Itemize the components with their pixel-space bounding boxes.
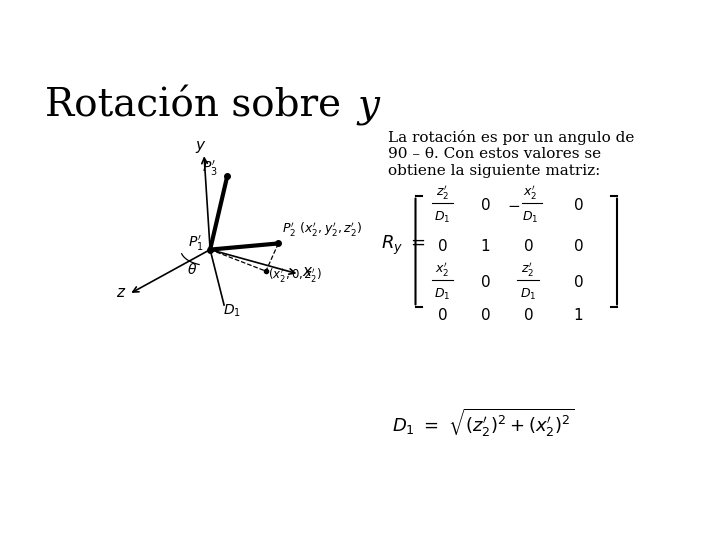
Text: $(x_2', 0, z_2')$: $(x_2', 0, z_2')$	[269, 266, 323, 285]
Text: $D_1$: $D_1$	[434, 287, 451, 302]
Text: $0$: $0$	[437, 307, 448, 323]
Text: $0$: $0$	[523, 307, 534, 323]
Text: $y$: $y$	[194, 139, 206, 156]
Text: $P_1'$: $P_1'$	[189, 233, 204, 253]
Text: Rotación sobre: Rotación sobre	[45, 88, 354, 125]
Text: $D_1$: $D_1$	[522, 210, 539, 225]
Text: $D_1$: $D_1$	[222, 303, 240, 320]
Text: $1$: $1$	[480, 238, 490, 254]
Text: $x_2'$: $x_2'$	[436, 260, 450, 278]
Text: $D_1$: $D_1$	[520, 287, 536, 302]
Text: $0$: $0$	[573, 238, 584, 254]
Text: $-$: $-$	[507, 198, 520, 212]
Text: $P_3'$: $P_3'$	[202, 159, 218, 178]
Text: $0$: $0$	[573, 274, 584, 290]
Text: $P_2'\ (x_2', y_2', z_2')$: $P_2'\ (x_2', y_2', z_2')$	[282, 220, 362, 238]
Text: $z_2'$: $z_2'$	[521, 260, 534, 278]
Text: $\theta$: $\theta$	[187, 262, 197, 277]
Text: $0$: $0$	[480, 274, 490, 290]
Text: $z_2'$: $z_2'$	[436, 183, 449, 201]
Text: $R_y\ =$: $R_y\ =$	[381, 234, 426, 258]
Text: $D_1\ =\ \sqrt{(z_2')^2+(x_2')^2}$: $D_1\ =\ \sqrt{(z_2')^2+(x_2')^2}$	[392, 407, 575, 439]
Text: $D_1$: $D_1$	[434, 210, 451, 225]
Text: $0$: $0$	[437, 238, 448, 254]
Text: $x$: $x$	[302, 265, 314, 279]
Text: 90 – θ. Con estos valores se: 90 – θ. Con estos valores se	[388, 147, 601, 161]
Text: $x_2'$: $x_2'$	[523, 183, 537, 201]
Text: $0$: $0$	[480, 307, 490, 323]
Text: $0$: $0$	[480, 197, 490, 213]
Text: La rotación es por un angulo de: La rotación es por un angulo de	[388, 130, 635, 145]
Text: y: y	[357, 88, 379, 125]
Text: $z$: $z$	[117, 286, 127, 300]
Text: obtiene la siguiente matriz:: obtiene la siguiente matriz:	[388, 164, 600, 178]
Text: $1$: $1$	[573, 307, 583, 323]
Text: $0$: $0$	[573, 197, 584, 213]
Text: $0$: $0$	[523, 238, 534, 254]
